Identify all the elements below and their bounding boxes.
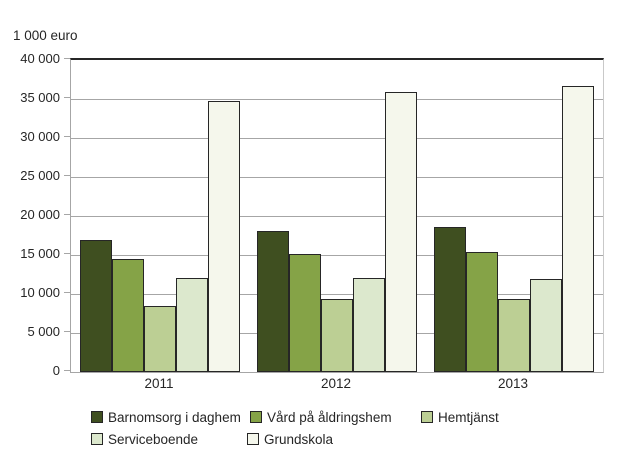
legend-item-grundskola: Grundskola [247, 432, 333, 448]
x-tick-label-2012: 2012 [320, 376, 352, 391]
y-tick [64, 136, 70, 137]
gridline-25000 [71, 177, 603, 178]
legend-swatch-grundskola [247, 433, 259, 445]
y-tick [64, 97, 70, 98]
bar-vård-på-åldringshem-2011 [112, 259, 144, 372]
x-tick-label-2013: 2013 [497, 376, 529, 391]
legend-item-vård-på-åldringshem: Vård på åldringshem [250, 410, 392, 426]
gridline-35000 [71, 99, 603, 100]
y-tick [64, 58, 70, 59]
y-tick [64, 370, 70, 371]
legend-swatch-barnomsorg-i-daghem [91, 411, 103, 423]
gridline-30000 [71, 138, 603, 139]
bar-grundskola-2011 [208, 101, 240, 372]
y-tick [64, 214, 70, 215]
bar-grundskola-2013 [562, 86, 594, 372]
plot-area [70, 58, 604, 373]
bar-serviceboende-2012 [353, 278, 385, 372]
y-tick-label: 0 [52, 363, 60, 378]
bar-serviceboende-2011 [176, 278, 208, 372]
y-axis-title: 1 000 euro [13, 28, 78, 43]
gridline-20000 [71, 216, 603, 217]
legend-item-hemtjänst: Hemtjänst [421, 410, 499, 426]
legend-label: Barnomsorg i daghem [108, 410, 241, 425]
y-tick [64, 175, 70, 176]
legend-label: Serviceboende [108, 432, 199, 447]
legend-label: Vård på åldringshem [267, 410, 392, 425]
y-tick-label: 15 000 [20, 246, 60, 261]
legend-label: Hemtjänst [438, 410, 499, 425]
x-tick-label-2011: 2011 [144, 376, 174, 391]
legend-label: Grundskola [264, 432, 334, 447]
y-tick-label: 10 000 [20, 285, 60, 300]
y-tick [64, 253, 70, 254]
y-tick-label: 5 000 [27, 324, 60, 339]
y-tick-label: 40 000 [20, 51, 60, 66]
y-tick-label: 25 000 [20, 168, 60, 183]
gridline-15000 [71, 255, 603, 256]
y-tick-label: 30 000 [20, 129, 60, 144]
bar-hemtjänst-2013 [498, 299, 530, 372]
bar-grundskola-2012 [385, 92, 417, 372]
y-tick [64, 292, 70, 293]
bar-serviceboende-2013 [530, 279, 562, 372]
legend-item-barnomsorg-i-daghem: Barnomsorg i daghem [91, 410, 241, 426]
bar-hemtjänst-2011 [144, 306, 176, 372]
y-tick-label: 35 000 [20, 90, 60, 105]
bar-hemtjänst-2012 [321, 299, 353, 372]
legend-swatch-vård-på-åldringshem [250, 411, 262, 423]
gridline-10000 [71, 294, 603, 295]
legend-swatch-serviceboende [91, 433, 103, 445]
bar-barnomsorg-i-daghem-2012 [257, 231, 289, 372]
bar-barnomsorg-i-daghem-2013 [434, 227, 466, 372]
legend-item-serviceboende: Serviceboende [91, 432, 198, 448]
bar-vård-på-åldringshem-2013 [466, 252, 498, 372]
bar-barnomsorg-i-daghem-2011 [80, 240, 112, 372]
y-tick-label: 20 000 [20, 207, 60, 222]
legend-swatch-hemtjänst [421, 411, 433, 423]
y-tick [64, 331, 70, 332]
bar-vård-på-åldringshem-2012 [289, 254, 321, 372]
